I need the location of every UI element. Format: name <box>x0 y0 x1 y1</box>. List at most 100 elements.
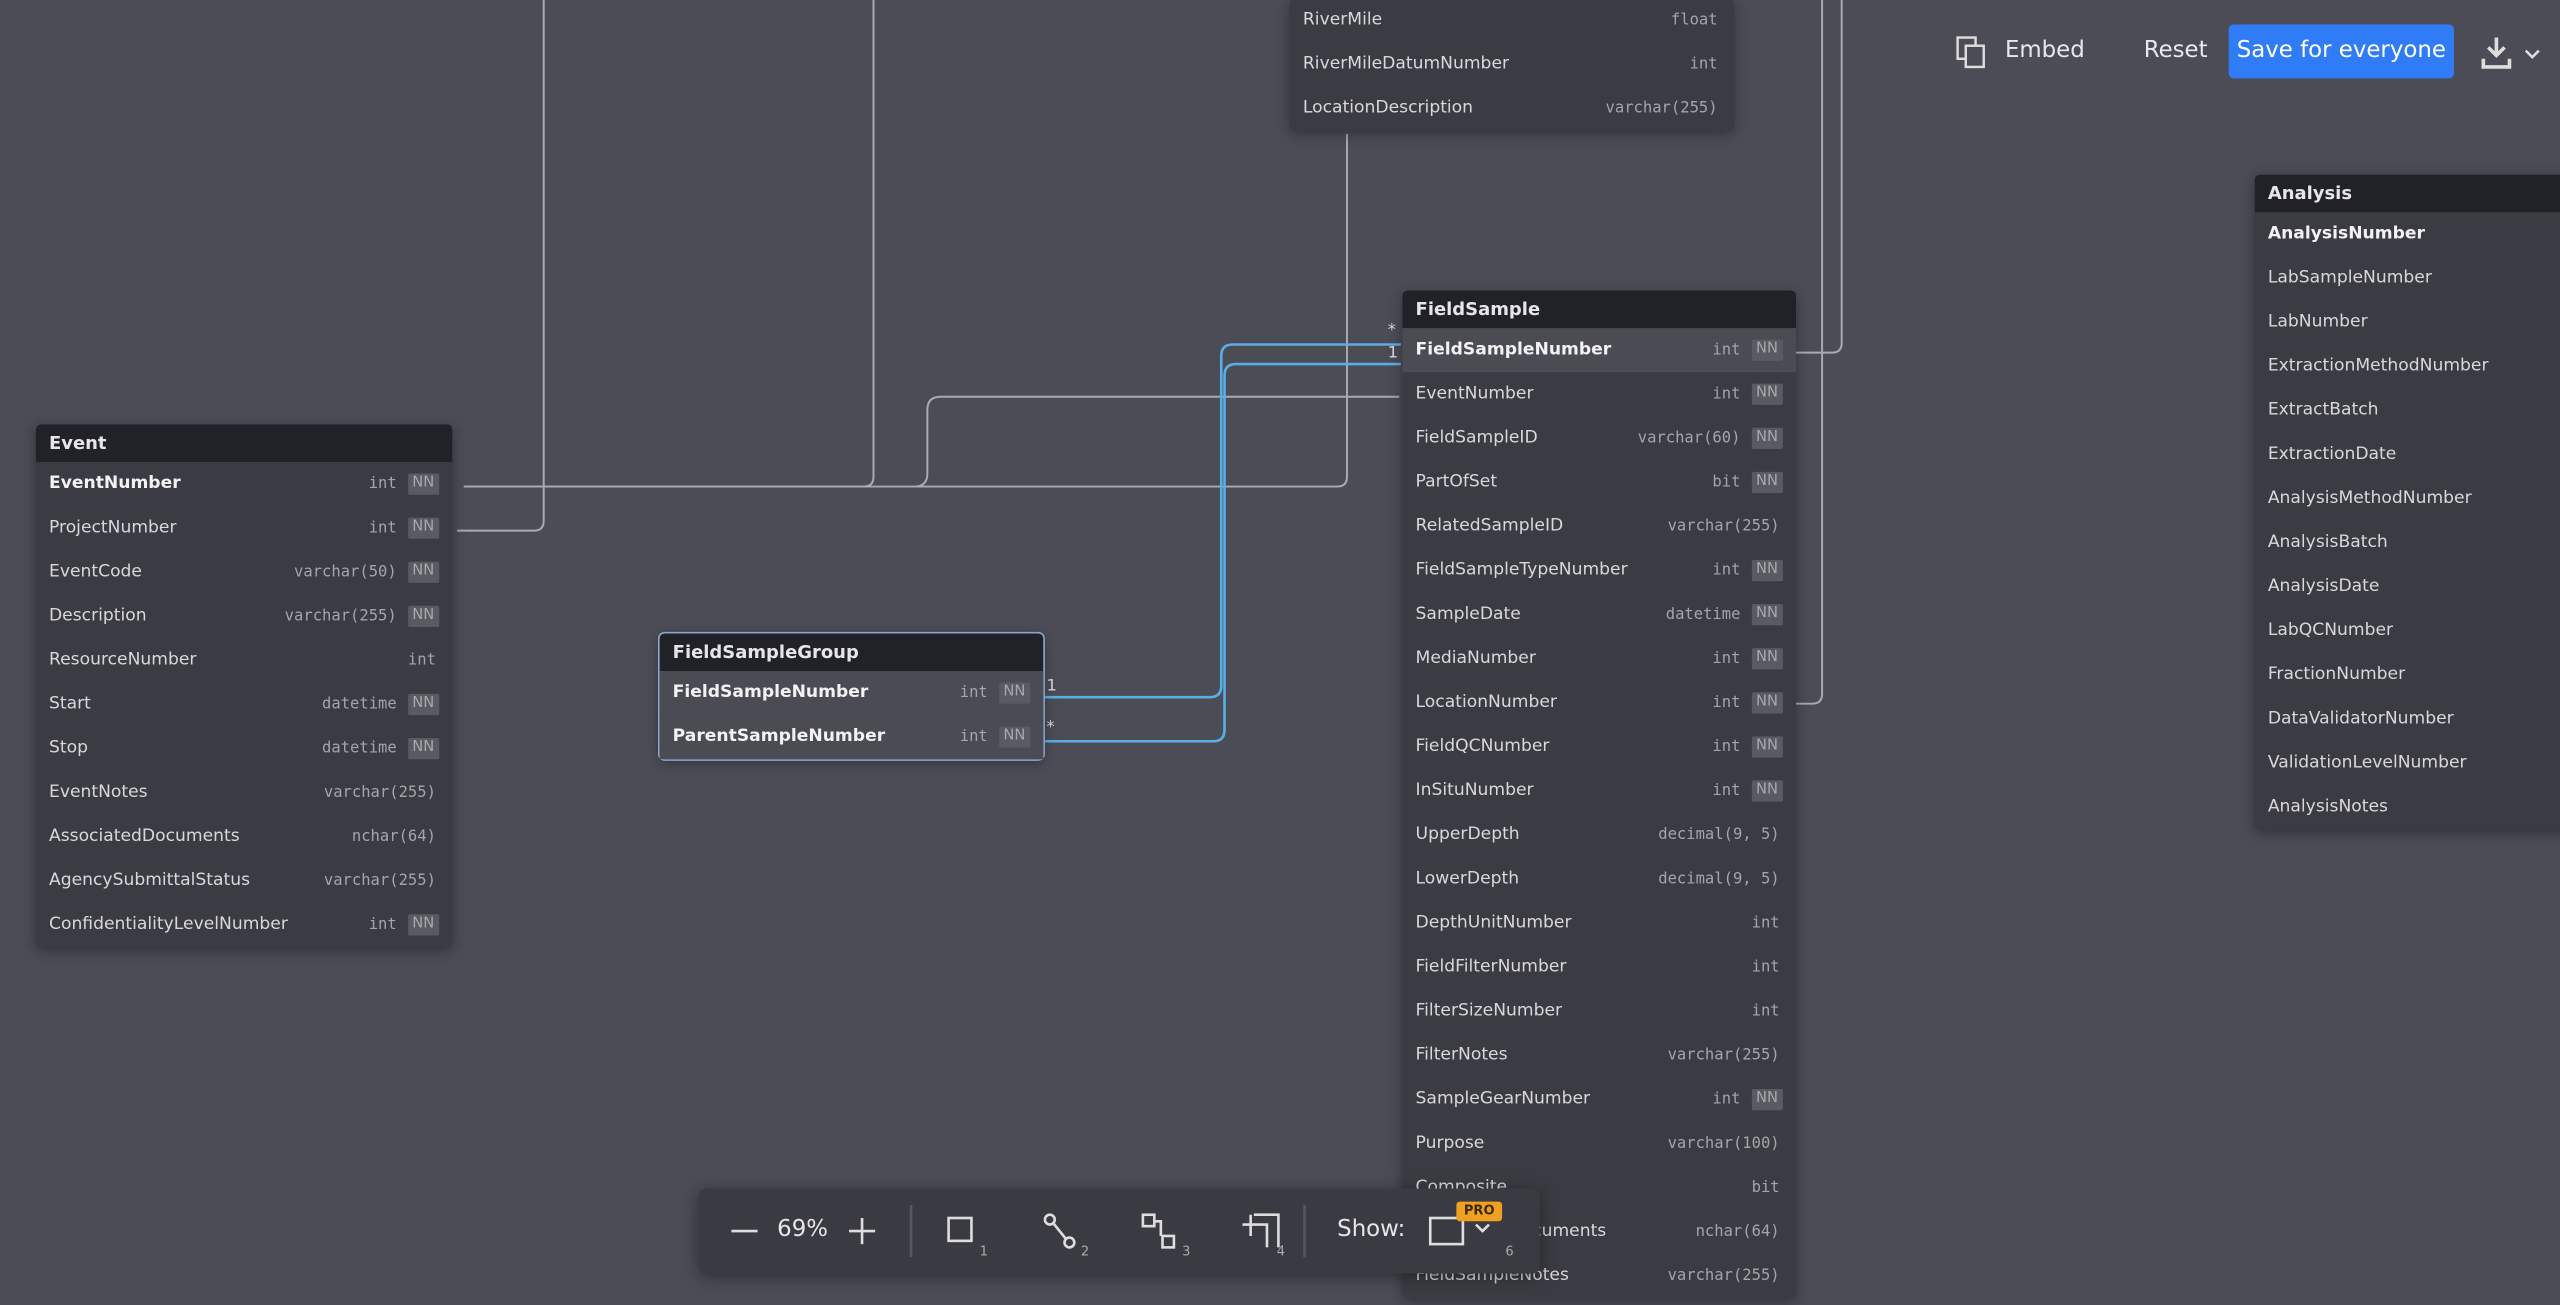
field-name: AgencySubmittalStatus <box>48 870 251 890</box>
field-row[interactable]: MediaNumber int NN <box>1402 637 1795 681</box>
field-row[interactable]: SampleGearNumber int NN <box>1402 1078 1795 1122</box>
field-name: FieldFilterNumber <box>1415 956 1567 977</box>
field-row[interactable]: ExtractionMethodNumber <box>2255 344 2560 388</box>
field-row[interactable]: FieldSampleNumber int NN <box>659 671 1044 716</box>
field-row[interactable]: LowerDepth decimal(9, 5) <box>1402 857 1795 901</box>
table[interactable]: FieldSample FieldSampleNumber int NN EventNu… <box>1402 290 1796 1298</box>
field-row[interactable]: AssociatedDocuments nchar(64) <box>36 815 452 859</box>
field-row[interactable]: Description varchar(255) NN <box>36 594 452 638</box>
embed-button[interactable]: Embed <box>2004 37 2085 64</box>
table-header: Event <box>35 424 453 463</box>
embed-icon <box>1956 36 1985 69</box>
field-row[interactable]: DataValidatorNumber <box>2255 697 2560 741</box>
field-row[interactable]: PartOfSet bit NN <box>1402 460 1795 504</box>
field-type: int <box>1712 737 1741 756</box>
field-row[interactable]: FieldSampleNumber int NN <box>1402 328 1796 373</box>
field-row[interactable]: InSituNumber int NN <box>1402 769 1795 813</box>
field-name: EventNotes <box>48 782 148 802</box>
field-row[interactable]: FractionNumber <box>2255 653 2560 697</box>
save-button[interactable]: Save for everyone <box>2228 24 2454 79</box>
relations-button[interactable] <box>1141 1213 1156 1228</box>
shortcut-key: 2 <box>1080 1244 1090 1259</box>
field-type: int <box>368 519 397 538</box>
field-name: Purpose <box>1415 1133 1485 1153</box>
field-type: int <box>1712 649 1741 668</box>
field-row[interactable]: RiverMileDatumNumber int <box>1290 42 1734 86</box>
field-name: ConfidentialityLevelNumber <box>48 914 288 934</box>
table[interactable]: Event EventNumber int NN ProjectNumber int NN E… <box>35 424 453 947</box>
field-name: SampleGearNumber <box>1415 1089 1591 1109</box>
field-name: AnalysisNumber <box>2267 223 2425 244</box>
field-row[interactable]: ExtractBatch <box>2255 389 2560 433</box>
field-row[interactable]: Start datetime NN <box>36 682 452 726</box>
field-name: PartOfSet <box>1415 471 1498 492</box>
field-row[interactable]: EventNumber int NN <box>1402 372 1795 416</box>
field-name: RiverMile <box>1302 9 1383 30</box>
field-row[interactable]: RelatedSampleID varchar(255) <box>1402 505 1795 549</box>
field-type: int <box>1751 1002 1780 1021</box>
field-row[interactable]: LabQCNumber <box>2255 609 2560 653</box>
not-null-badge: NN <box>1751 780 1783 802</box>
relation-line <box>1795 0 1824 705</box>
field-name: Start <box>48 693 91 714</box>
field-name: FieldSampleNumber <box>672 682 869 703</box>
field-row[interactable]: LocationNumber int NN <box>1402 681 1795 725</box>
field-type: decimal(9, 5) <box>1658 870 1780 889</box>
field-type: varchar(100) <box>1667 1134 1780 1153</box>
field-type: datetime <box>322 695 397 714</box>
auto-arrange[interactable] <box>1043 1213 1057 1226</box>
field-row[interactable]: ValidationLevelNumber <box>2255 741 2560 785</box>
show-button[interactable] <box>1428 1216 1465 1246</box>
field-row[interactable]: FieldSampleID varchar(60) NN <box>1402 416 1795 460</box>
table[interactable]: RiverMile float RiverMileDatumNumber int Loc… <box>1289 0 1734 131</box>
reset-button[interactable]: Reset <box>2143 37 2208 64</box>
crop-button[interactable] <box>1242 1213 1280 1248</box>
not-null-badge: NN <box>998 726 1031 748</box>
relation-line <box>465 133 1348 488</box>
shortcut-key: 6 <box>1505 1244 1514 1259</box>
field-row[interactable]: AnalysisDate <box>2255 565 2560 609</box>
field-row[interactable]: EventCode varchar(50) NN <box>36 550 452 594</box>
field-row[interactable]: EventNumber int NN <box>36 462 452 506</box>
field-type: int <box>1751 958 1780 977</box>
table[interactable]: FieldSampleGroup FieldSampleNumber int NN Pa… <box>657 631 1045 761</box>
field-type: int <box>1712 341 1741 360</box>
field-row[interactable]: AnalysisNotes <box>2255 785 2560 829</box>
field-name: RiverMileDatumNumber <box>1302 53 1510 74</box>
field-row[interactable]: FieldSampleTypeNumber int NN <box>1402 549 1795 593</box>
field-row[interactable]: AgencySubmittalStatus varchar(255) <box>36 859 452 903</box>
field-row[interactable]: AnalysisNumber <box>2255 212 2560 256</box>
field-name: AssociatedDocuments <box>48 826 240 846</box>
field-row[interactable]: LabSampleNumber <box>2255 256 2560 300</box>
field-row[interactable]: ConfidentialityLevelNumber int NN <box>36 903 452 947</box>
field-row[interactable]: Stop datetime NN <box>36 727 452 771</box>
toolbar: 69% 1 2 3 4 6 Show: PRO <box>698 1188 1540 1274</box>
field-row[interactable]: ExtractionDate <box>2255 433 2560 477</box>
field-type: int <box>959 684 988 703</box>
field-name: FractionNumber <box>2267 664 2406 685</box>
field-name: Stop <box>48 737 88 758</box>
field-row[interactable]: AnalysisBatch <box>2255 521 2560 565</box>
field-row[interactable]: DepthUnitNumber int <box>1402 901 1795 945</box>
field-row[interactable]: Purpose varchar(100) <box>1402 1122 1795 1166</box>
field-row[interactable]: RiverMile float <box>1290 0 1734 42</box>
field-row[interactable]: EventNotes varchar(255) <box>36 771 452 815</box>
field-row[interactable]: LabNumber <box>2255 300 2560 344</box>
field-row[interactable]: ProjectNumber int NN <box>36 506 452 550</box>
table[interactable]: Analysis AnalysisNumber LabSampleNumber Lab… <box>2254 174 2560 830</box>
field-row[interactable]: LocationDescription varchar(255) <box>1290 87 1734 131</box>
field-name: FieldSampleNumber <box>1415 339 1612 360</box>
field-row[interactable]: FieldQCNumber int NN <box>1402 725 1795 769</box>
fit-button[interactable] <box>947 1216 973 1243</box>
field-row[interactable]: ResourceNumber int <box>36 638 452 682</box>
field-row[interactable]: FilterNotes varchar(255) <box>1402 1033 1795 1077</box>
field-row[interactable]: ParentSampleNumber int NN <box>659 715 1044 760</box>
field-name: UpperDepth <box>1415 824 1520 845</box>
zoom-in[interactable] <box>849 1217 876 1245</box>
field-row[interactable]: AnalysisMethodNumber <box>2255 477 2560 521</box>
field-row[interactable]: FilterSizeNumber int <box>1402 989 1795 1033</box>
field-row[interactable]: SampleDate datetime NN <box>1402 593 1795 637</box>
field-row[interactable]: UpperDepth decimal(9, 5) <box>1402 813 1795 857</box>
field-row[interactable]: FieldFilterNumber int <box>1402 945 1795 989</box>
download-button[interactable] <box>2478 33 2547 75</box>
